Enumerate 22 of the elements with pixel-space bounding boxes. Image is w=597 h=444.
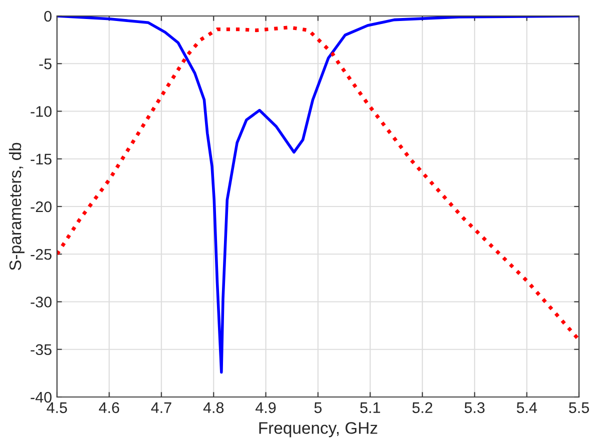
x-tick-label: 5.3	[464, 402, 485, 414]
x-tick-label: 4.6	[98, 402, 120, 414]
x-tick-label: 5.4	[516, 402, 537, 414]
x-tick-label: 5.1	[360, 402, 380, 414]
x-tick-label: 4.9	[256, 402, 276, 414]
y-tick-label: -15	[30, 154, 52, 165]
y-tick-label: 0	[44, 10, 52, 22]
y-tick-label: -40	[30, 392, 52, 403]
y-tick-label: -10	[30, 106, 52, 117]
y-tick-label: -35	[30, 344, 52, 356]
x-tick-label: 5.2	[412, 402, 432, 414]
y-tick-label: -25	[30, 248, 52, 260]
y-tick-label: -30	[30, 296, 52, 308]
y-tick-label: -20	[30, 201, 52, 212]
x-tick-label: 4.7	[151, 402, 172, 413]
x-tick-label: 5.5	[568, 402, 589, 414]
y-axis-title: S-parameters, db	[8, 142, 25, 270]
x-axis-title: Frequency, GHz	[259, 422, 378, 438]
x-tick-label: 5	[314, 402, 322, 414]
x-tick-label: 4.5	[46, 402, 67, 414]
y-tick-label: -5	[39, 58, 52, 70]
x-tick-label: 4.8	[203, 402, 224, 414]
